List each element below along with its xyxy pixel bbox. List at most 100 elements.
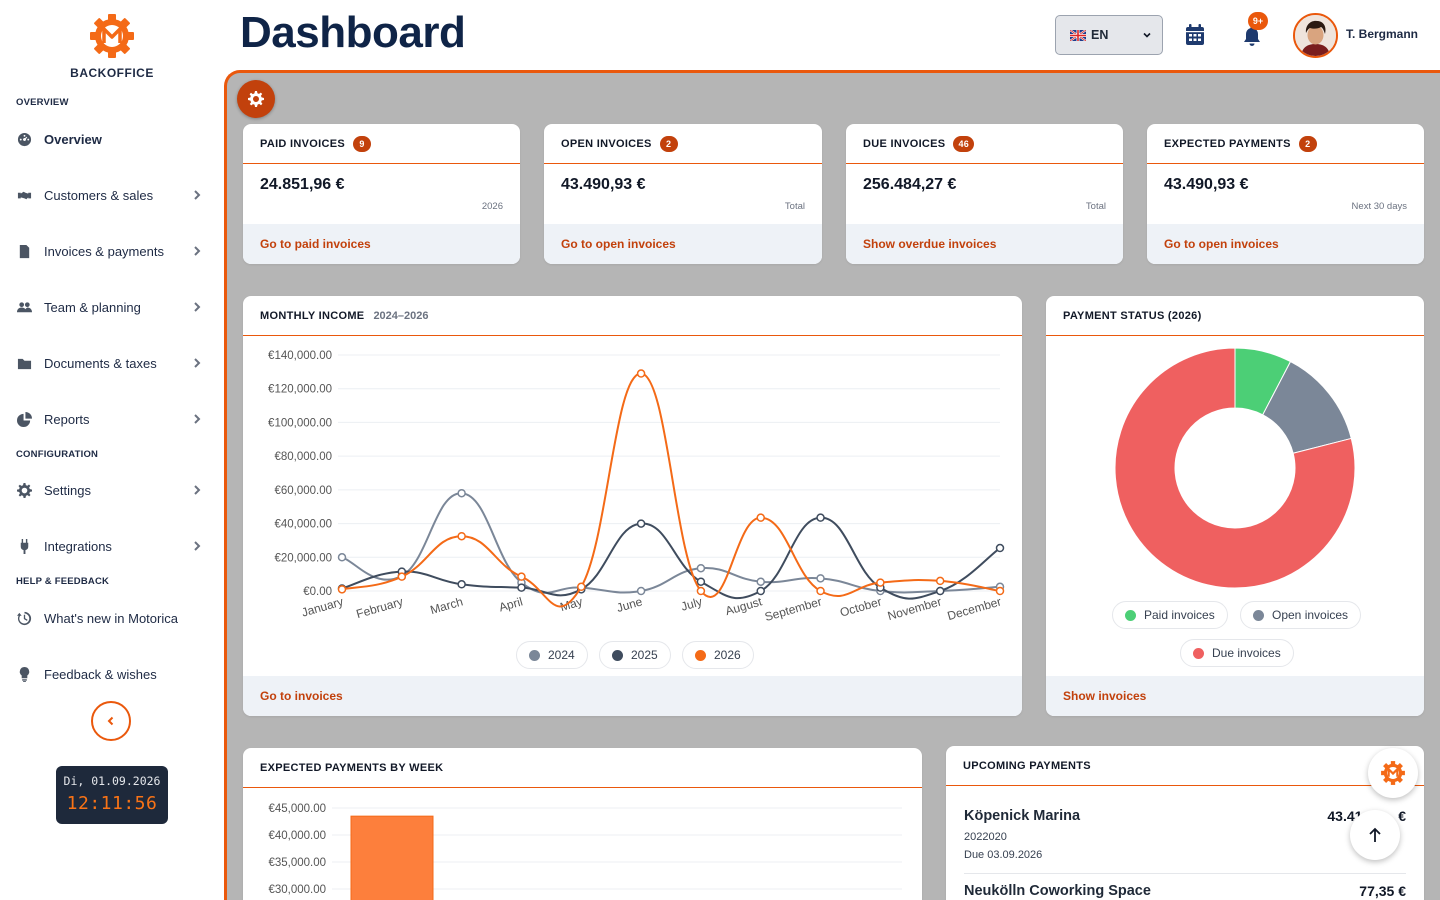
count-badge: 9 [353, 135, 371, 152]
payment-customer: Köpenick Marina [964, 808, 1081, 824]
card-link[interactable]: Show overdue invoices [846, 224, 1123, 264]
y-tick-label: €0.00 [303, 586, 332, 598]
data-point-2025 [517, 583, 526, 592]
card-title: MONTHLY INCOME [260, 309, 365, 322]
sidebar-item-feedback[interactable]: Feedback & wishes [14, 660, 210, 688]
data-point-2026 [756, 513, 765, 522]
data-point-2024 [696, 563, 706, 573]
sidebar-item-team-planning[interactable]: Team & planning [14, 293, 210, 321]
sidebar-item-label: Integrations [44, 538, 112, 554]
x-tick-label: July [679, 594, 703, 613]
monthly-income-card: MONTHLY INCOME 2024–2026 €0.00 €20,000.00 €… [243, 296, 1022, 716]
notifications-button[interactable] [1240, 24, 1264, 48]
legend-label: 2026 [714, 648, 741, 662]
card-range: 2024–2026 [373, 309, 429, 322]
list-item[interactable]: Köpenick Marina 43.41…,… € 2022020 Due 0… [964, 808, 1406, 861]
stat-amount: 43.490,93 € [561, 176, 646, 193]
payment-amount: 77,35 € [1359, 883, 1406, 899]
legend-due-invoices[interactable]: Due invoices [1180, 639, 1294, 667]
sidebar-item-documents-taxes[interactable]: Documents & taxes [14, 349, 210, 377]
sidebar-item-settings[interactable]: Settings [14, 476, 210, 504]
legend-2025[interactable]: 2025 [599, 641, 671, 669]
gear-icon [248, 91, 264, 107]
scroll-to-top-button[interactable] [1350, 810, 1400, 860]
slice-due-invoices [1114, 347, 1356, 589]
x-tick-label: October [838, 594, 883, 619]
sidebar-item-overview[interactable]: Overview [14, 125, 210, 153]
data-point-2026 [995, 586, 1005, 596]
sidebar-item-customers-sales[interactable]: Customers & sales [14, 181, 210, 209]
sidebar-item-invoices-payments[interactable]: Invoices & payments [14, 237, 210, 265]
dashboard-settings-button[interactable] [237, 80, 275, 118]
payment-status-card: PAYMENT STATUS (2026) Paid invoices Open… [1046, 296, 1424, 716]
motorica-assistant-button[interactable] [1368, 748, 1418, 798]
expected-payments-week-chart: €45,000.00 €40,000.00 €35,000.00 €30,000.00 [268, 803, 902, 900]
y-tick-label: €40,000.00 [274, 519, 332, 531]
bar [350, 815, 434, 900]
chevron-left-icon [107, 716, 114, 726]
legend-dot [1253, 609, 1264, 621]
x-tick-label: May [558, 594, 584, 614]
sidebar-item-label: Documents & taxes [44, 355, 157, 371]
calendar-button[interactable] [1183, 23, 1207, 47]
plug-icon [14, 536, 34, 556]
upcoming-payments-card: UPCOMING PAYMENTS Köpenick Marina 43.41…… [946, 746, 1424, 900]
sidebar-item-whats-new[interactable]: What's new in Motorica [14, 604, 210, 632]
legend-open-invoices[interactable]: Open invoices [1240, 601, 1362, 629]
card-title: OPEN INVOICES [561, 137, 652, 150]
user-name[interactable]: T. Bergmann [1346, 27, 1419, 41]
y-tick-label: €80,000.00 [274, 451, 332, 463]
motorica-logo-icon[interactable] [88, 12, 136, 60]
collapse-sidebar-button[interactable] [91, 701, 131, 741]
monthly-income-chart: €0.00 €20,000.00 €40,000.00 €60,000.00 €80,0… [268, 350, 1005, 624]
x-tick-label: March [429, 594, 465, 617]
sidebar-item-label: Reports [44, 411, 90, 427]
data-point-2026 [397, 572, 407, 581]
payment-status-chart [1114, 347, 1356, 589]
chevron-right-icon [194, 302, 201, 312]
sidebar-item-reports[interactable]: Reports [14, 405, 210, 433]
card-link[interactable]: Go to invoices [243, 676, 1022, 716]
chevron-right-icon [194, 246, 201, 256]
card-link[interactable]: Go to open invoices [1147, 224, 1424, 264]
card-link[interactable]: Go to open invoices [544, 224, 822, 264]
legend-label: 2025 [631, 648, 658, 662]
legend-paid-invoices[interactable]: Paid invoices [1112, 601, 1228, 629]
sidebar: BACKOFFICE OVERVIEW Overview Customers &… [0, 0, 224, 900]
stat-amount: 43.490,93 € [1164, 176, 1249, 193]
card-link[interactable]: Show invoices [1046, 676, 1424, 716]
data-point-2025 [995, 543, 1005, 553]
card-title: PAID INVOICES [260, 137, 345, 150]
stat-card-paid-invoices: PAID INVOICES 9 24.851,96 € 2026 Go to pa… [243, 124, 520, 264]
card-header: MONTHLY INCOME 2024–2026 [243, 296, 1022, 336]
clock-date: Di, 01.09.2026 [63, 774, 161, 788]
notifications-badge: 9+ [1248, 12, 1268, 30]
section-label-help-feedback: HELP & FEEDBACK [16, 576, 110, 587]
data-point-2026 [636, 369, 646, 378]
legend-label: Paid invoices [1144, 608, 1215, 622]
card-link[interactable]: Go to paid invoices [243, 224, 520, 264]
card-header: DUE INVOICES 46 [846, 124, 1123, 164]
list-item[interactable]: Neukölln Coworking Space 77,35 € [964, 883, 1406, 899]
y-tick-label: €120,000.00 [268, 384, 332, 396]
sidebar-item-integrations[interactable]: Integrations [14, 532, 210, 560]
card-title: EXPECTED PAYMENTS [1164, 137, 1291, 150]
data-point-2025 [696, 577, 706, 586]
legend-2024[interactable]: 2024 [516, 641, 588, 669]
language-select[interactable]: EN [1055, 15, 1163, 55]
section-label-overview: OVERVIEW [16, 97, 69, 108]
stat-card-due-invoices: DUE INVOICES 46 256.484,27 € Total Show o… [846, 124, 1123, 264]
stat-subtitle: Total [1085, 201, 1106, 212]
card-title: UPCOMING PAYMENTS [963, 759, 1091, 772]
card-header: PAID INVOICES 9 [243, 124, 520, 164]
data-point-2026 [577, 582, 586, 592]
legend-2026[interactable]: 2026 [682, 641, 754, 669]
data-point-2024 [457, 488, 466, 498]
sidebar-item-label: Customers & sales [44, 187, 154, 203]
sidebar-item-label: Feedback & wishes [44, 666, 157, 682]
sidebar-item-label: Settings [44, 482, 91, 498]
avatar[interactable] [1293, 13, 1338, 58]
payment-reference: 2022020 [964, 831, 1007, 843]
stat-subtitle: Total [784, 201, 805, 212]
y-tick-label: €35,000.00 [268, 857, 326, 869]
